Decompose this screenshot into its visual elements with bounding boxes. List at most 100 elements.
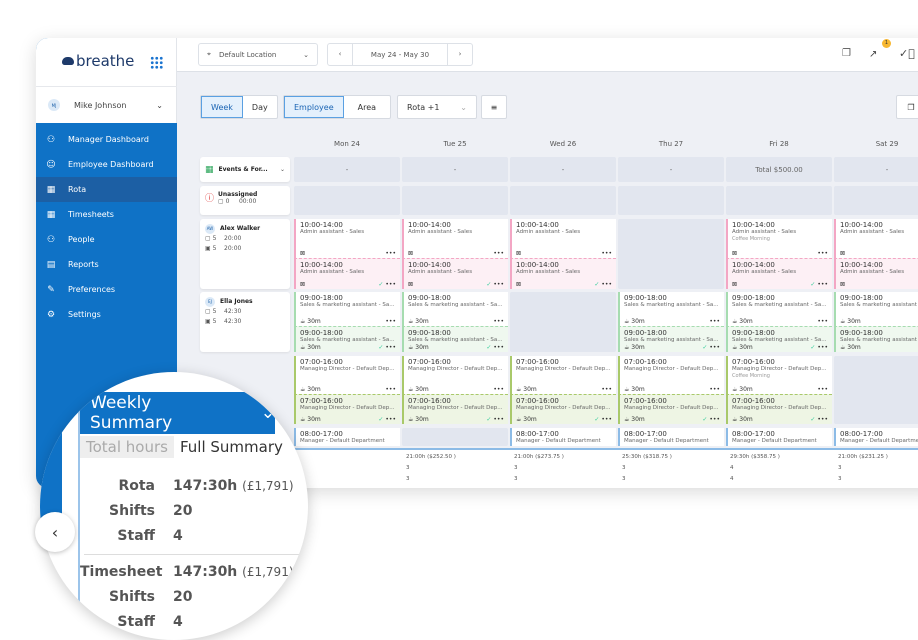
day-button[interactable]: Day	[251, 102, 268, 112]
events-cell[interactable]: -	[294, 157, 400, 182]
sidebar-item-settings[interactable]: ⚙ Settings	[36, 302, 177, 327]
collapse-sidebar-button[interactable]: ‹	[35, 512, 75, 552]
rota-shift-card[interactable]: 08:00-17:00 Manager - Default Department	[510, 428, 616, 446]
copy-check-icon[interactable]: ❐	[842, 48, 851, 59]
empty-day-cell[interactable]	[402, 428, 508, 446]
empty-day-cell[interactable]	[510, 292, 616, 352]
events-cell[interactable]: -	[618, 157, 724, 182]
more-options-icon[interactable]: •••	[493, 416, 504, 423]
rota-shift-card[interactable]: 08:00-17:00 Manager - Default Department	[294, 428, 400, 446]
more-options-icon[interactable]: •••	[709, 344, 720, 351]
more-options-icon[interactable]: •••	[601, 416, 612, 423]
check-circle-icon[interactable]: ✓⃝	[899, 47, 915, 60]
rota-shift-card[interactable]: 07:00-16:00 Managing Director - Default D…	[402, 356, 508, 394]
sidebar-item-manager-dashboard[interactable]: ⚇ Manager Dashboard	[36, 127, 177, 152]
more-options-icon[interactable]: •••	[601, 250, 612, 257]
arrow-up-right-icon[interactable]: ↗	[869, 49, 878, 60]
unassigned-cell[interactable]	[402, 186, 508, 215]
empty-day-cell[interactable]	[618, 219, 724, 289]
weekly-summary-header[interactable]: Weekly Summary ⌄	[80, 392, 275, 434]
employee-row-label[interactable]: EJ Ella Jones ▢ 5 42:30 ▣ 5 42:30	[200, 292, 290, 352]
sidebar-item-reports[interactable]: ▤ Reports	[36, 252, 177, 277]
more-options-icon[interactable]: •••	[709, 416, 720, 423]
more-options-icon[interactable]: •••	[709, 318, 720, 325]
sidebar-item-employee-dashboard[interactable]: ☺ Employee Dashboard	[36, 152, 177, 177]
rota-shift-card[interactable]: 07:00-16:00 Managing Director - Default D…	[726, 356, 832, 394]
more-options-icon[interactable]: •••	[601, 281, 612, 288]
area-button[interactable]: Area	[357, 102, 377, 112]
rota-shift-card[interactable]: 08:00-17:00 Manager - Default Department	[618, 428, 724, 446]
more-options-icon[interactable]: •••	[817, 416, 828, 423]
more-options-icon[interactable]: •••	[493, 250, 504, 257]
date-range[interactable]: May 24 - May 30	[370, 50, 430, 59]
rota-shift-card[interactable]: 07:00-16:00 Managing Director - Default D…	[618, 356, 724, 394]
user-menu[interactable]: MJ Mike Johnson ⌄	[36, 86, 177, 123]
more-options-icon[interactable]: •••	[385, 250, 396, 257]
more-options-icon[interactable]: •••	[385, 416, 396, 423]
more-options-icon[interactable]: •••	[817, 386, 828, 393]
rota-shift-card[interactable]: 10:00-14:00 Admin assistant - Sales Coffee…	[726, 219, 832, 258]
sidebar-item-people[interactable]: ⚇ People	[36, 227, 177, 252]
copy-button[interactable]: ❐	[896, 95, 918, 119]
filter-button[interactable]: ≡	[481, 95, 507, 119]
sidebar-item-rota[interactable]: ▦ Rota	[36, 177, 177, 202]
rota-shift-card[interactable]: 07:00-16:00 Managing Director - Default D…	[294, 356, 400, 394]
breathe-logo[interactable]: breathe	[62, 52, 134, 70]
unassigned-cell[interactable]	[294, 186, 400, 215]
events-cell[interactable]: Total $500.00	[726, 157, 832, 182]
more-options-icon[interactable]: •••	[817, 281, 828, 288]
more-options-icon[interactable]: •••	[817, 250, 828, 257]
more-options-icon[interactable]: •••	[493, 344, 504, 351]
rota-filter-select[interactable]: Rota +1 ⌄	[397, 95, 477, 119]
employee-button[interactable]: Employee	[284, 96, 344, 118]
location-select[interactable]: ⌖ Default Location ⌄	[198, 43, 318, 66]
unassigned-cell[interactable]	[726, 186, 832, 215]
employee-row-label[interactable]: AW Alex Walker ▢ 5 20:00 ▣ 5 20:00	[200, 219, 290, 289]
app-grid-icon[interactable]	[150, 56, 163, 69]
events-cell[interactable]: -	[402, 157, 508, 182]
more-options-icon[interactable]: •••	[385, 318, 396, 325]
rota-shift-card[interactable]: 08:00-17:00 Manager - Default Department	[834, 428, 918, 446]
more-options-icon[interactable]: •••	[817, 344, 828, 351]
week-button[interactable]: Week	[201, 96, 243, 118]
tab-total-hours[interactable]: Total hours	[80, 436, 174, 458]
tab-full-summary[interactable]: Full Summary	[179, 438, 283, 456]
rota-shift-card[interactable]: 08:00-17:00 Manager - Default Department	[726, 428, 832, 446]
unassigned-cell[interactable]	[510, 186, 616, 215]
empty-day-cell[interactable]	[834, 356, 918, 424]
prev-week-button[interactable]: ‹	[328, 44, 353, 65]
next-week-button[interactable]: ›	[447, 44, 472, 65]
events-cell[interactable]: -	[834, 157, 918, 182]
timesheet-shift-card[interactable]: 07:00-16:00 Managing Director - Default D…	[294, 394, 400, 424]
timesheet-shift-card[interactable]: 07:00-16:00 Managing Director - Default D…	[726, 394, 832, 424]
more-options-icon[interactable]: •••	[493, 281, 504, 288]
more-options-icon[interactable]: •••	[817, 318, 828, 325]
more-options-icon[interactable]: •••	[601, 386, 612, 393]
unassigned-cell[interactable]	[618, 186, 724, 215]
events-cell[interactable]: -	[510, 157, 616, 182]
timesheet-shift-card[interactable]: 07:00-16:00 Managing Director - Default D…	[402, 394, 508, 424]
more-options-icon[interactable]: •••	[385, 281, 396, 288]
sidebar-item-timesheets[interactable]: ▦ Timesheets	[36, 202, 177, 227]
more-options-icon[interactable]: •••	[385, 386, 396, 393]
timesheet-shift-card[interactable]: 07:00-16:00 Managing Director - Default D…	[618, 394, 724, 424]
more-options-icon[interactable]: •••	[493, 386, 504, 393]
